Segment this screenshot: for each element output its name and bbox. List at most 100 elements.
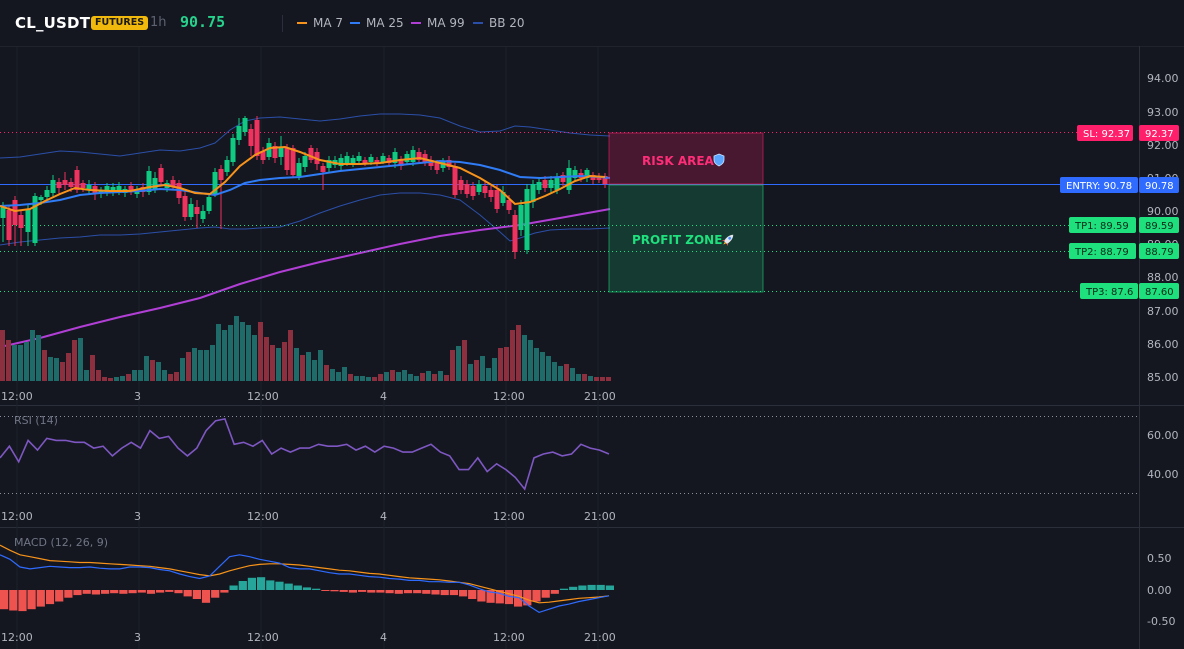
volume-bar	[486, 368, 491, 381]
candle-body	[506, 200, 512, 210]
macd-histogram-bar	[146, 590, 156, 594]
macd-histogram-bar	[293, 585, 302, 590]
macd-histogram-bar	[559, 588, 569, 590]
macd-histogram-bar	[91, 590, 100, 595]
candle-body	[356, 156, 362, 161]
volume-bar	[450, 350, 455, 381]
macd-histogram-bar	[440, 590, 449, 596]
candle-body	[536, 182, 542, 190]
volume-bar	[444, 375, 449, 381]
time-label: 12:00	[247, 390, 279, 403]
macd-tick: -0.50	[1147, 615, 1175, 628]
legend-ma7[interactable]: MA 7	[297, 16, 343, 30]
volume-bar	[288, 330, 293, 381]
macd-tick: 0.00	[1147, 584, 1172, 597]
candle-body	[50, 180, 56, 193]
candle-body	[290, 148, 296, 175]
volume-bar	[78, 338, 83, 381]
volume-bar	[246, 325, 251, 381]
timeframe-label[interactable]: 1h	[150, 15, 167, 30]
volume-bar	[600, 377, 605, 381]
time-label: 4	[380, 510, 387, 523]
candle-body	[398, 159, 404, 166]
candle-body	[482, 186, 488, 193]
volume-bar	[330, 369, 335, 381]
volume-bar	[198, 350, 203, 381]
time-label: 21:00	[584, 631, 616, 644]
tp2-price-tag: 88.79	[1139, 243, 1179, 259]
volume-bar	[132, 370, 137, 381]
tp1-price-text: 89.59	[1145, 221, 1174, 232]
macd-histogram-bar	[578, 585, 587, 590]
sl-price-tag: 92.37	[1139, 125, 1179, 141]
macd-histogram-bar	[27, 590, 36, 610]
macd-histogram-bar	[394, 590, 403, 594]
legend-ma99[interactable]: MA 99	[411, 16, 465, 30]
volume-bar	[582, 374, 587, 381]
macd-histogram-bar	[55, 590, 64, 602]
macd-histogram-bar	[266, 580, 275, 590]
macd-histogram-bar	[459, 590, 468, 597]
macd-histogram-bar	[486, 590, 495, 603]
candle-body	[284, 148, 290, 170]
volume-bar	[210, 345, 215, 381]
macd-histogram-bar	[156, 590, 165, 593]
volume-bar	[48, 357, 53, 381]
candle-body	[320, 166, 326, 172]
candle-body	[518, 205, 524, 230]
macd-histogram-bar	[413, 590, 422, 594]
candle-body	[434, 163, 440, 170]
volume-bar	[306, 352, 311, 381]
volume-bar	[354, 376, 359, 381]
volume-bar	[144, 356, 149, 381]
candle-body	[86, 185, 92, 190]
volume-bar	[168, 374, 173, 381]
ma99-swatch	[411, 22, 421, 24]
volume-bar	[66, 353, 71, 381]
tp3-price-tag: 87.60	[1139, 283, 1179, 299]
candle-body	[464, 184, 470, 194]
tp1-level-tag[interactable]: TP1: 89.59	[1069, 217, 1136, 233]
sl-level-tag[interactable]: SL: 92.37	[1077, 125, 1133, 141]
time-label: 12:00	[1, 631, 33, 644]
volume-bar	[36, 335, 41, 381]
risk-area-zone[interactable]	[608, 132, 764, 185]
legend-ma25[interactable]: MA 25	[350, 16, 404, 30]
volume-bar	[594, 377, 599, 381]
volume-bar	[402, 370, 407, 381]
tp3-price-text: 87.60	[1145, 287, 1174, 298]
tp2-level-tag[interactable]: TP2: 88.79	[1069, 243, 1136, 259]
volume-bar	[138, 370, 143, 381]
rsi-tick: 40.00	[1147, 468, 1179, 481]
candle-body	[170, 180, 176, 186]
volume-bar	[12, 345, 17, 381]
candle-body	[260, 151, 266, 160]
volume-bar	[162, 370, 167, 381]
price-tick: 87.00	[1147, 305, 1179, 318]
candle-body	[548, 180, 554, 188]
profit-zone[interactable]	[608, 184, 764, 293]
candle-body	[350, 158, 356, 163]
volume-bar	[390, 370, 395, 381]
macd-histogram-bar	[36, 590, 45, 607]
entry-level-tag[interactable]: ENTRY: 90.78	[1060, 177, 1138, 193]
symbol-title[interactable]: CL_USDT	[15, 14, 91, 32]
bb-upper	[0, 113, 611, 159]
macd-histogram-bar	[605, 585, 614, 590]
legend-bb20[interactable]: BB 20	[473, 16, 525, 30]
macd-histogram-bar	[312, 588, 321, 590]
candle-body	[500, 192, 506, 203]
price-tick: 85.00	[1147, 371, 1179, 384]
macd-histogram	[0, 577, 614, 612]
macd-histogram-bar	[504, 590, 514, 605]
tp3-level-tag[interactable]: TP3: 87.6	[1080, 283, 1138, 299]
time-axis-main[interactable]: 12:00 3 12:00 4 12:00 21:00	[1, 390, 616, 403]
macd-histogram-bar	[422, 590, 431, 594]
volume-bar	[222, 330, 227, 381]
candle-body	[512, 215, 518, 252]
legend-ma99-label: MA 99	[427, 16, 465, 30]
candle-body	[230, 138, 236, 162]
volume-bar	[396, 372, 401, 381]
macd-histogram-bar	[18, 590, 27, 612]
